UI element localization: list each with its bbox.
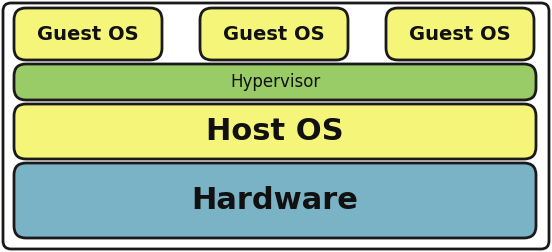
FancyBboxPatch shape: [14, 163, 536, 238]
Text: Hypervisor: Hypervisor: [230, 73, 320, 91]
FancyBboxPatch shape: [14, 64, 536, 100]
Text: Hardware: Hardware: [192, 186, 358, 215]
FancyBboxPatch shape: [386, 8, 534, 60]
FancyBboxPatch shape: [14, 8, 162, 60]
Text: Guest OS: Guest OS: [37, 24, 139, 44]
Text: Host OS: Host OS: [206, 117, 344, 146]
FancyBboxPatch shape: [200, 8, 348, 60]
Text: Guest OS: Guest OS: [223, 24, 325, 44]
Text: Guest OS: Guest OS: [409, 24, 511, 44]
FancyBboxPatch shape: [14, 104, 536, 159]
